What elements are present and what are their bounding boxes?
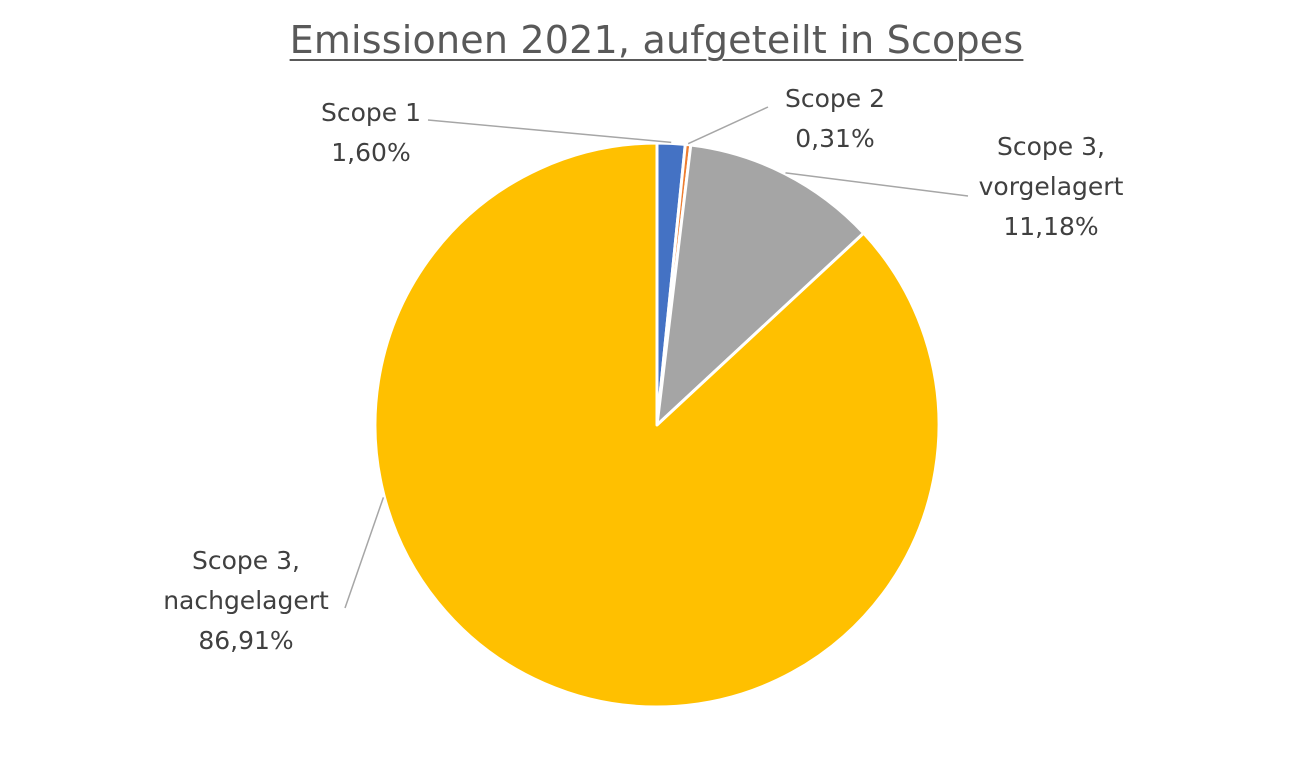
data-label-value: 86,91%	[198, 626, 293, 655]
leader-line	[687, 106, 769, 145]
data-label-value: 1,60%	[331, 138, 410, 167]
data-label: Scope 2 0,31%	[785, 84, 885, 153]
data-label-category: Scope 1	[321, 98, 421, 127]
data-label-category: vorgelagert	[979, 172, 1124, 201]
data-label-category: Scope 3,	[997, 132, 1105, 161]
data-labels: Scope 1 1,60% Scope 2 0,31% Scope 3, vorgelag…	[163, 84, 1123, 655]
data-label: Scope 1 1,60%	[321, 98, 421, 167]
data-label-category: Scope 3,	[192, 546, 300, 575]
leader-line	[344, 497, 385, 609]
data-label: Scope 3, vorgelagert 11,18%	[979, 132, 1124, 241]
pie-slice	[655, 143, 866, 427]
data-label-category: Scope 2	[785, 84, 885, 113]
slices-group	[373, 141, 941, 709]
data-label-value: 11,18%	[1003, 212, 1098, 241]
leader-line	[427, 119, 672, 144]
leader-lines	[344, 106, 969, 609]
chart-title: Emissionen 2021, aufgeteilt in Scopes	[289, 18, 1024, 62]
leader-line	[785, 172, 969, 197]
data-label: Scope 3, nachgelagert 86,91%	[163, 546, 329, 655]
pie-slice	[373, 141, 941, 709]
data-label-category: nachgelagert	[163, 586, 329, 615]
data-label-value: 0,31%	[795, 124, 874, 153]
